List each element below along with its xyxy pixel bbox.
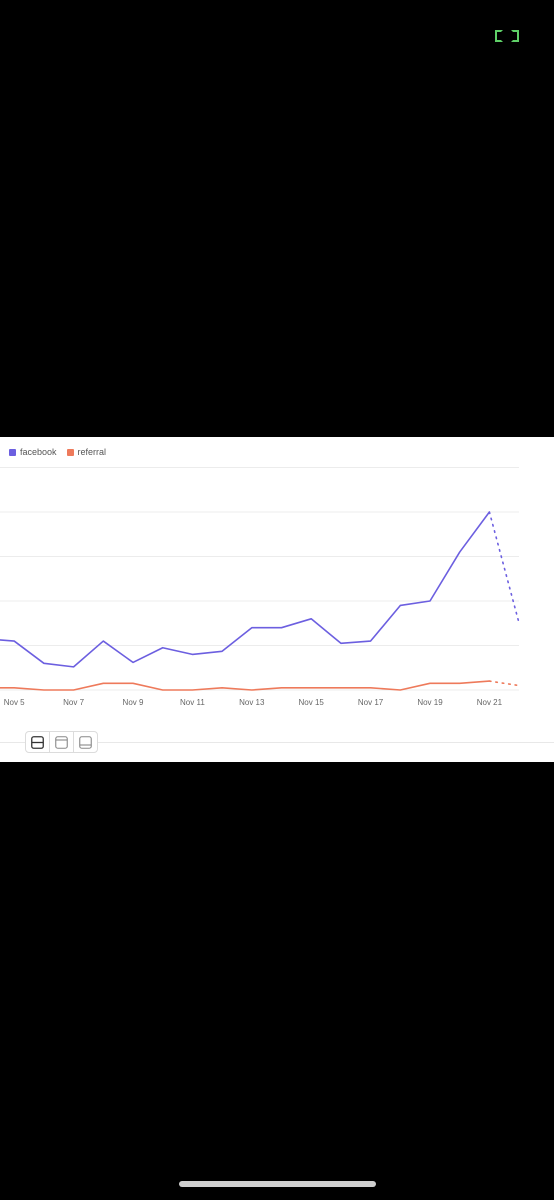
chart-panel: Nov 5 Nov 7 Nov 9 Nov 11 Nov 13 Nov 15 Nov 17 N… (0, 437, 554, 762)
x-tick-label: Nov 19 (417, 698, 443, 707)
x-tick-label: Nov 5 (4, 698, 25, 707)
layout-toggle-group (25, 731, 98, 753)
layout-bottom-button[interactable] (74, 732, 97, 752)
x-tick-label: Nov 7 (63, 698, 84, 707)
legend-swatch-referral (66, 448, 74, 456)
home-indicator[interactable] (179, 1181, 376, 1187)
expand-corners-icon (495, 30, 519, 42)
line-chart: Nov 5 Nov 7 Nov 9 Nov 11 Nov 13 Nov 15 Nov 17 N… (0, 467, 520, 707)
legend-label-facebook: facebook (20, 447, 57, 457)
x-tick-label: Nov 11 (180, 698, 205, 707)
x-tick-label: Nov 13 (239, 698, 265, 707)
series-incomplete-facebook[interactable] (488, 511, 520, 625)
layout-split-button[interactable] (26, 732, 50, 752)
x-tick-label: Nov 9 (123, 698, 144, 707)
layout-split-icon (31, 735, 44, 749)
legend-swatch-facebook (9, 448, 16, 456)
legend-item-facebook[interactable]: facebook (9, 447, 57, 457)
fullscreen-toggle-button[interactable] (493, 28, 521, 44)
layout-top-button[interactable] (50, 732, 74, 752)
x-tick-label: Nov 21 (477, 698, 503, 707)
series-line-referral[interactable] (0, 680, 490, 691)
series-line-facebook[interactable] (0, 511, 491, 668)
layout-bottom-icon (79, 735, 92, 749)
legend-item-referral[interactable]: referral (66, 447, 107, 457)
chart-legend: facebook referral (9, 447, 116, 457)
x-tick-label: Nov 15 (299, 698, 325, 707)
legend-label-referral: referral (77, 447, 107, 457)
series-incomplete-referral[interactable] (488, 680, 520, 687)
layout-top-icon (55, 735, 68, 749)
x-tick-label: Nov 17 (358, 698, 384, 707)
panel-divider (0, 742, 554, 743)
